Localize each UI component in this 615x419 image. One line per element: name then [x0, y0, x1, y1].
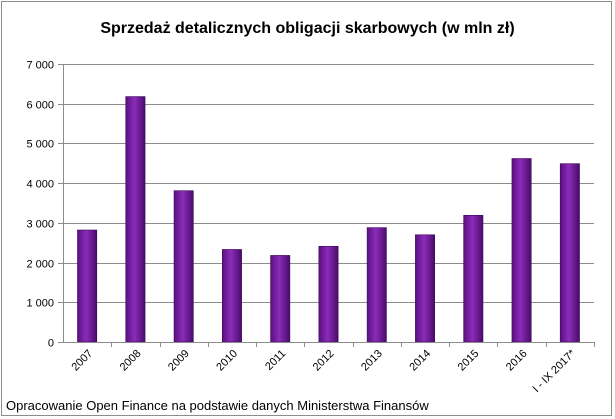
bar-2007 — [77, 229, 98, 343]
bar-2016 — [511, 158, 532, 343]
bar-2010 — [222, 249, 242, 343]
y-tick-label: 4 000 — [26, 179, 54, 191]
x-tick-label: 2015 — [456, 348, 482, 374]
x-tick-label: 2016 — [504, 348, 530, 374]
chart-title: Sprzedaż detalicznych obligacji skarbowy… — [100, 20, 515, 37]
x-tick-label: 2008 — [118, 348, 144, 374]
axes — [58, 64, 595, 347]
y-axis-labels: 0 1 000 2 000 3 000 4 000 5 000 6 000 7 000 — [26, 60, 54, 350]
bar-2009 — [173, 190, 194, 343]
bar-2015 — [463, 215, 484, 343]
y-tick-label: 5 000 — [26, 139, 54, 151]
x-tick-label: 2010 — [214, 348, 240, 374]
bar-2008 — [125, 96, 146, 343]
bar-2013 — [366, 227, 387, 343]
bar-2014 — [415, 234, 435, 343]
x-tick-label: 2014 — [407, 348, 433, 374]
x-tick-label: 2012 — [311, 348, 337, 374]
gridlines — [63, 64, 594, 303]
y-tick-label: 7 000 — [26, 60, 54, 72]
x-tick-label: I - IX 2017* — [531, 347, 579, 395]
bars — [77, 96, 580, 343]
x-tick-label: 2011 — [263, 348, 288, 373]
y-tick-label: 3 000 — [26, 219, 54, 231]
y-tick-label: 2 000 — [26, 259, 54, 271]
y-tick-label: 0 — [48, 338, 54, 350]
x-tick-label: 2007 — [69, 348, 95, 374]
y-tick-label: 1 000 — [26, 298, 54, 310]
x-tick-label: 2013 — [359, 348, 385, 374]
x-axis-labels: 2007 2008 2009 2010 2011 2012 2013 2014 2015 2016… — [69, 347, 578, 395]
bar-2011 — [270, 255, 291, 343]
bar-i-ix-2017- — [559, 163, 580, 343]
y-tick-label: 6 000 — [26, 100, 54, 112]
x-tick-label: 2009 — [166, 348, 192, 374]
source-note: Opracowanie Open Finance na podstawie da… — [6, 398, 429, 413]
bar-2012 — [318, 245, 339, 343]
